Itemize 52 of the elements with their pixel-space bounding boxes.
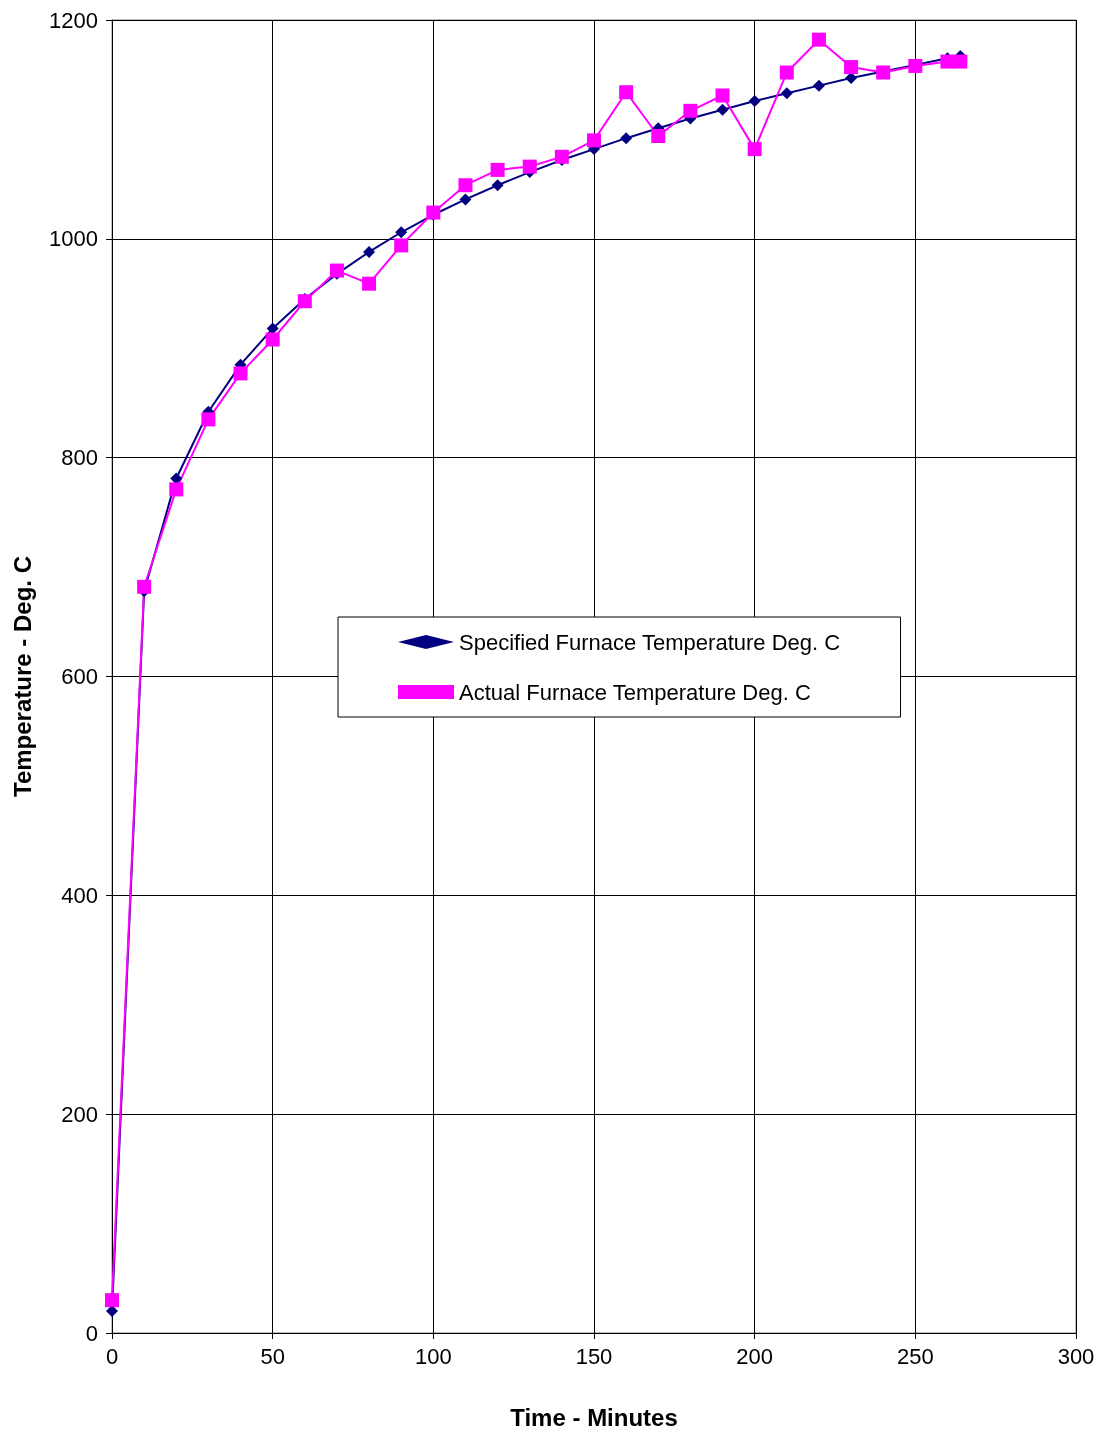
point xyxy=(362,276,377,291)
y-tick-label: 400 xyxy=(61,882,98,908)
point xyxy=(458,178,473,193)
point xyxy=(554,149,569,164)
point xyxy=(201,412,216,427)
y-tick-label: 1200 xyxy=(49,7,98,33)
point xyxy=(619,85,634,100)
point xyxy=(169,482,184,497)
point xyxy=(844,60,859,75)
x-tick-label: 50 xyxy=(260,1343,285,1369)
point xyxy=(329,263,344,278)
x-tick-label: 200 xyxy=(736,1343,774,1369)
y-axis-title: Temperature - Deg. C xyxy=(8,556,36,797)
y-tick-label: 200 xyxy=(61,1101,98,1127)
point xyxy=(780,87,793,100)
point xyxy=(683,103,698,118)
x-tick-label: 150 xyxy=(575,1343,613,1369)
y-tick-label: 800 xyxy=(61,445,98,471)
point xyxy=(748,94,761,107)
point xyxy=(587,133,601,148)
point xyxy=(953,54,968,69)
point xyxy=(137,579,152,594)
point xyxy=(716,103,729,116)
point xyxy=(490,162,505,177)
point xyxy=(651,128,666,143)
point xyxy=(522,159,537,174)
point xyxy=(265,332,280,347)
point xyxy=(233,366,248,381)
point xyxy=(363,245,376,258)
x-axis-title: Time - Minutes xyxy=(510,1403,678,1431)
point xyxy=(940,54,955,69)
y-tick-label: 1000 xyxy=(49,226,98,252)
point xyxy=(779,65,794,80)
point xyxy=(620,132,633,145)
x-tick-label: 0 xyxy=(105,1343,119,1369)
legend-label: Actual Furnace Temperature Deg. C xyxy=(459,679,811,705)
point xyxy=(459,193,472,206)
x-tick-label: 250 xyxy=(896,1343,934,1369)
point xyxy=(394,238,409,253)
x-tick-label: 100 xyxy=(414,1343,452,1369)
point xyxy=(491,179,504,192)
point xyxy=(105,1293,119,1308)
point xyxy=(747,142,762,157)
point xyxy=(812,79,825,92)
y-tick-label: 0 xyxy=(85,1320,98,1346)
x-tick-label: 300 xyxy=(1057,1343,1095,1369)
point xyxy=(395,226,408,239)
legend-label: Specified Furnace Temperature Deg. C xyxy=(459,629,841,655)
point xyxy=(811,32,826,47)
point xyxy=(297,294,312,309)
point xyxy=(715,88,730,103)
y-tick-label: 600 xyxy=(61,664,98,689)
